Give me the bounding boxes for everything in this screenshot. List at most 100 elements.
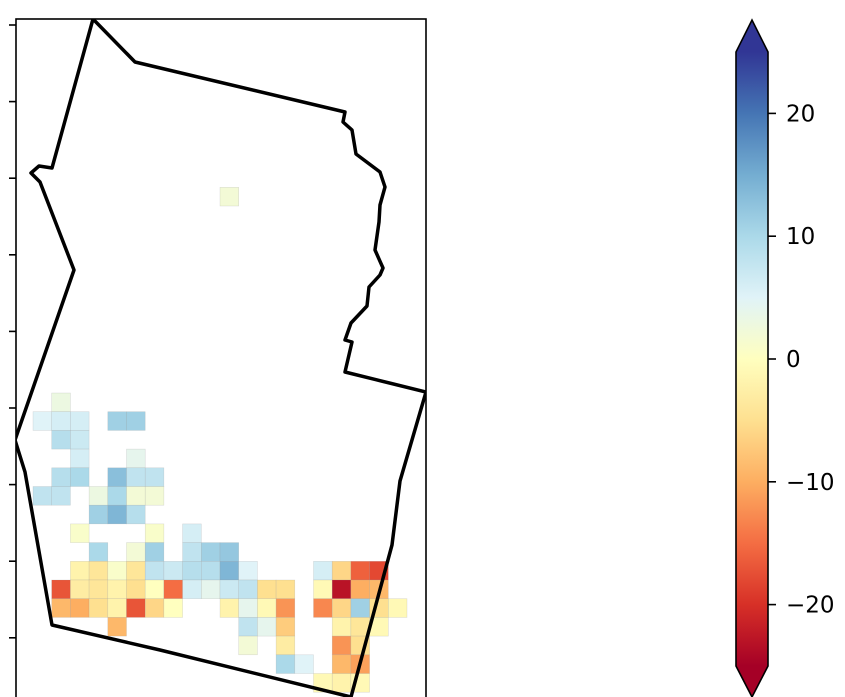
heatmap-cell [163, 598, 183, 618]
heatmap-cell [313, 598, 333, 618]
heatmap-cell [51, 579, 71, 599]
heatmap-cell [88, 504, 109, 525]
heatmap-cell [107, 579, 127, 599]
heatmap-cell [126, 542, 146, 562]
heatmap-cell [144, 579, 165, 599]
heatmap-cell [238, 579, 258, 599]
colorbar-extend-bottom [736, 666, 768, 697]
colorbar-extend-top [736, 20, 768, 52]
heatmap-cell [275, 598, 296, 618]
heatmap-cell [70, 579, 90, 599]
heatmap-cell [275, 635, 296, 656]
heatmap-cell [219, 579, 239, 599]
colorbar-ticks: 20 10 0 −10 −20 [768, 101, 835, 619]
heatmap-cell [182, 542, 202, 562]
heatmap-cell [70, 430, 90, 450]
heatmap-cell [144, 486, 165, 506]
heatmap-cell [70, 467, 90, 487]
heatmap-cell [126, 486, 146, 506]
heatmap-cell [313, 561, 333, 581]
heatmap-cell [350, 579, 370, 599]
heatmap-cell [107, 598, 127, 618]
heatmap-cell [201, 542, 221, 562]
heatmap-cell [144, 561, 165, 581]
heatmap-cell [126, 467, 146, 487]
heatmap-cell [51, 430, 71, 450]
heatmap-cell [219, 187, 239, 207]
heatmap-cell [275, 617, 296, 637]
map-y-ticks [9, 24, 16, 639]
heatmap-cell [294, 654, 314, 674]
heatmap-cell [126, 504, 146, 525]
heatmap-cell [51, 486, 71, 506]
colorbar-tick-label: −10 [786, 470, 835, 496]
heatmap-cell [144, 467, 165, 487]
heatmap-cell [51, 467, 71, 487]
heatmap-cell [70, 561, 90, 581]
heatmap-cell [350, 561, 370, 581]
heatmap-cell [219, 561, 239, 581]
heatmap-cell [238, 635, 258, 656]
heatmap-cell [107, 467, 127, 487]
heatmap-cell [88, 579, 109, 599]
heatmap-cell [32, 411, 52, 431]
colorbar: 20 10 0 −10 −20 [735, 18, 835, 697]
heatmap-cell [144, 523, 165, 543]
heatmap-cell [88, 598, 109, 618]
heatmap-cell [70, 448, 90, 469]
heatmap-cell [331, 561, 352, 581]
heatmap-cell [126, 598, 146, 618]
heatmap-cell [107, 561, 127, 581]
heatmap-cell [51, 598, 71, 618]
heatmap-cell [275, 654, 296, 674]
heatmap-cell [126, 411, 146, 431]
heatmap-cell [88, 486, 109, 506]
heatmap-cell [163, 579, 183, 599]
heatmap-cell [144, 542, 165, 562]
heatmap-cell [257, 617, 277, 637]
colorbar-tick-label: 0 [786, 347, 801, 373]
colorbar-tick-label: 20 [786, 101, 815, 127]
heatmap-cell [388, 598, 408, 618]
heatmap-cell [144, 598, 165, 618]
heatmap-cell [88, 561, 109, 581]
heatmap-cell [70, 411, 90, 431]
heatmap-cell [126, 561, 146, 581]
map-axes-frame [15, 18, 427, 697]
heatmap-cell [331, 673, 352, 693]
heatmap-cell [182, 523, 202, 543]
heatmap-cell [331, 654, 352, 674]
colorbar-outline [735, 18, 769, 697]
colorbar-tick-label: −20 [786, 593, 835, 619]
heatmap-cell [182, 579, 202, 599]
heatmap-cell [182, 561, 202, 581]
heatmap-cell [107, 504, 127, 525]
heatmap-cell [219, 542, 239, 562]
heatmap-cell [331, 598, 352, 618]
heatmap-cell [313, 579, 333, 599]
map-panel [9, 18, 427, 697]
heatmap-cell [126, 448, 146, 469]
heatmap-cell [201, 579, 221, 599]
region-outline [16, 19, 426, 697]
heatmap-cell [126, 579, 146, 599]
heatmap-cell [70, 523, 90, 543]
heatmap-cell [331, 635, 352, 656]
heatmap-cell [201, 561, 221, 581]
heatmap-cell [51, 392, 71, 412]
heatmap-cell [257, 579, 277, 599]
heatmap-cell [107, 411, 127, 431]
colorbar-tick-label: 10 [786, 224, 815, 250]
heatmap-cell [275, 579, 296, 599]
heatmap-cell [238, 598, 258, 618]
heatmap-cell [32, 486, 52, 506]
heatmap-cell [238, 561, 258, 581]
heatmap-cell [331, 617, 352, 637]
heatmap-cell [88, 542, 109, 562]
colorbar-body [736, 52, 768, 666]
heatmap-cell [107, 486, 127, 506]
heatmap-cell [350, 598, 370, 618]
heatmap-cell [163, 561, 183, 581]
heatmap-cell [238, 617, 258, 637]
